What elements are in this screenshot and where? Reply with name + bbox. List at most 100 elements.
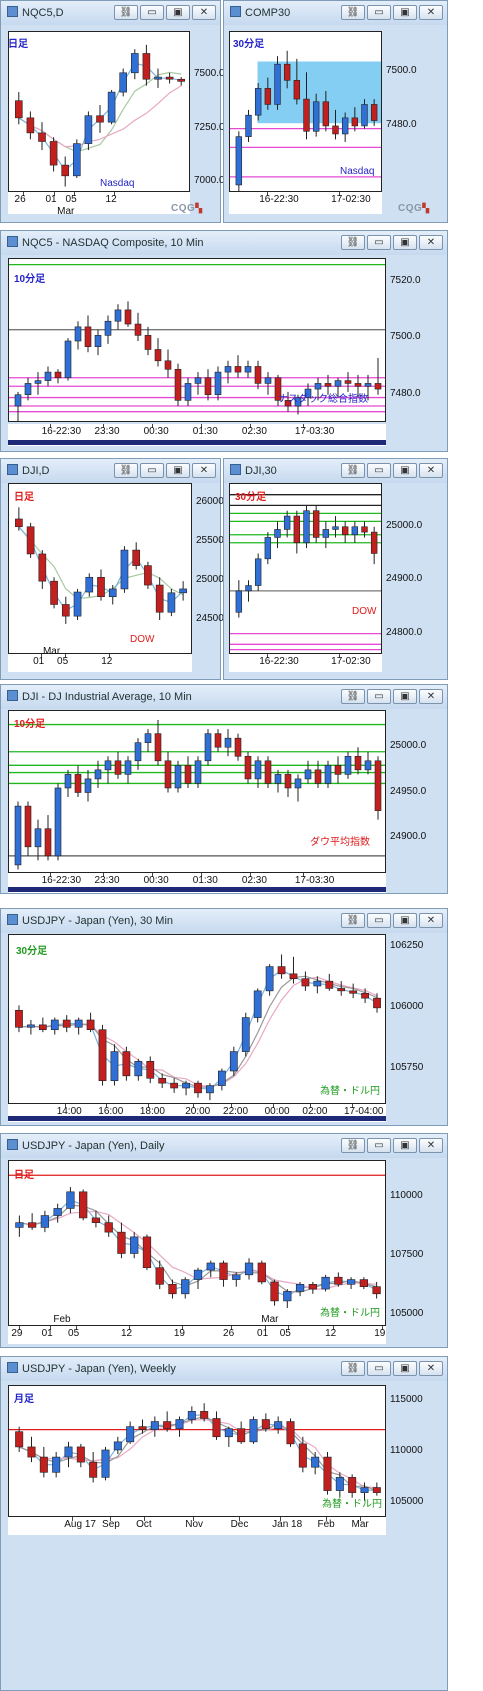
candle-up [113, 1441, 122, 1451]
title-bar[interactable]: COMP30 ⛓ ▭ ▣ ✕ [224, 1, 447, 25]
plot-area[interactable] [8, 258, 386, 422]
minimize-button[interactable]: ▭ [367, 235, 391, 250]
minimize-button[interactable]: ▭ [367, 913, 391, 928]
close-button[interactable]: ✕ [419, 1361, 443, 1376]
title-bar[interactable]: USDJPY - Japan (Yen), Weekly ⛓ ▭ ▣ ✕ [1, 1357, 447, 1381]
maximize-button[interactable]: ▣ [393, 235, 417, 250]
candle-down [89, 1461, 98, 1478]
candle-down [98, 1029, 107, 1082]
scroll-bar[interactable] [8, 887, 386, 892]
window-title-text: DJI,30 [245, 465, 277, 477]
maximize-button[interactable]: ▣ [393, 1361, 417, 1376]
candle-up [74, 1019, 83, 1028]
maximize-button[interactable]: ▣ [393, 463, 417, 478]
link-icon[interactable]: ⛓ [341, 5, 365, 20]
candle-down [370, 104, 378, 121]
x-tick [73, 192, 75, 196]
link-icon[interactable]: ⛓ [341, 1361, 365, 1376]
candle-down [234, 737, 242, 757]
candle-up [175, 1419, 184, 1429]
title-bar[interactable]: DJI - DJ Industrial Average, 10 Min ⛓ ▭ ▣ ✕ [1, 685, 447, 709]
candle-up [364, 760, 372, 771]
candle-up [249, 1419, 258, 1443]
candle-down [257, 1262, 266, 1283]
x-subaxis-label: Mar [57, 206, 75, 217]
candle-down [38, 132, 46, 142]
instrument-label: DOW [352, 606, 377, 617]
x-tick-label: Feb [317, 1519, 335, 1530]
link-icon[interactable]: ⛓ [341, 913, 365, 928]
minimize-button[interactable]: ▭ [140, 5, 164, 20]
minimize-button[interactable]: ▭ [367, 463, 391, 478]
x-tick-label: 14:00 [56, 1106, 82, 1117]
minimize-button[interactable]: ▭ [367, 1361, 391, 1376]
title-bar[interactable]: DJI,30 ⛓ ▭ ▣ ✕ [224, 459, 447, 483]
candle-down [142, 53, 151, 80]
candle-up [304, 769, 312, 780]
x-tick [193, 1104, 195, 1108]
minimize-button[interactable]: ▭ [367, 5, 391, 20]
close-button[interactable]: ✕ [419, 689, 443, 704]
minimize-button[interactable]: ▭ [140, 463, 164, 478]
close-button[interactable]: ✕ [419, 5, 443, 20]
candle-up [313, 980, 322, 987]
scroll-bar[interactable] [8, 440, 386, 445]
maximize-button[interactable]: ▣ [393, 5, 417, 20]
plot-area[interactable] [8, 710, 386, 873]
link-icon[interactable]: ⛓ [341, 235, 365, 250]
minimize-button[interactable]: ▭ [367, 1138, 391, 1153]
minimize-icon: ▭ [374, 465, 384, 476]
candle-up [66, 1191, 75, 1209]
close-button[interactable]: ✕ [192, 463, 216, 478]
minimize-button[interactable]: ▭ [367, 689, 391, 704]
window-title-text: USDJPY - Japan (Yen), Weekly [22, 1363, 176, 1375]
candle-up [194, 760, 202, 784]
maximize-button[interactable]: ▣ [393, 913, 417, 928]
close-button[interactable]: ✕ [419, 463, 443, 478]
x-tick [64, 1104, 66, 1108]
link-icon[interactable]: ⛓ [114, 5, 138, 20]
candle-up [235, 590, 243, 613]
plot-area[interactable] [229, 483, 382, 654]
x-tick [267, 192, 269, 196]
scroll-bar[interactable] [8, 1116, 386, 1121]
close-button[interactable]: ✕ [419, 1138, 443, 1153]
candle-up [334, 380, 342, 387]
maximize-button[interactable]: ▣ [393, 689, 417, 704]
x-tick-label: 02:30 [241, 426, 267, 437]
candle-up [84, 115, 93, 144]
plot-area[interactable] [8, 1385, 386, 1517]
maximize-button[interactable]: ▣ [166, 5, 190, 20]
close-button[interactable]: ✕ [419, 235, 443, 250]
plot-area[interactable] [8, 483, 192, 654]
maximize-button[interactable]: ▣ [393, 1138, 417, 1153]
link-icon[interactable]: ⛓ [341, 1138, 365, 1153]
candle-down [49, 141, 58, 166]
link-icon[interactable]: ⛓ [341, 463, 365, 478]
title-bar[interactable]: USDJPY - Japan (Yen), Daily ⛓ ▭ ▣ ✕ [1, 1134, 447, 1158]
candle-down [284, 774, 292, 789]
close-button[interactable]: ✕ [192, 5, 216, 20]
plot-area[interactable] [229, 31, 382, 192]
candle-up [312, 101, 320, 132]
x-tick [102, 873, 104, 877]
plot-area[interactable] [8, 934, 386, 1104]
plot-area[interactable] [8, 1160, 386, 1326]
window-title: USDJPY - Japan (Yen), Weekly [7, 1362, 176, 1375]
x-axis: 16-22:30 17-02:30 [229, 654, 382, 672]
x-tick-label: 29 [11, 1328, 23, 1339]
x-tick-label: 00:30 [143, 875, 169, 886]
close-button[interactable]: ✕ [419, 913, 443, 928]
link-icon[interactable]: ⛓ [341, 689, 365, 704]
maximize-button[interactable]: ▣ [166, 463, 190, 478]
plot-area[interactable] [8, 31, 190, 192]
x-tick [238, 1517, 240, 1521]
title-bar[interactable]: NQC5 - NASDAQ Composite, 10 Min ⛓ ▭ ▣ ✕ [1, 231, 447, 255]
title-bar[interactable]: NQC5,D ⛓ ▭ ▣ ✕ [1, 1, 220, 25]
y-tick-label: 25000.0 [390, 740, 427, 752]
link-icon[interactable]: ⛓ [114, 463, 138, 478]
y-tick-label: 24900.0 [386, 573, 423, 585]
title-bar[interactable]: USDJPY - Japan (Yen), 30 Min ⛓ ▭ ▣ ✕ [1, 909, 447, 933]
candlestick-chart [230, 50, 381, 191]
title-bar[interactable]: DJI,D ⛓ ▭ ▣ ✕ [1, 459, 220, 483]
